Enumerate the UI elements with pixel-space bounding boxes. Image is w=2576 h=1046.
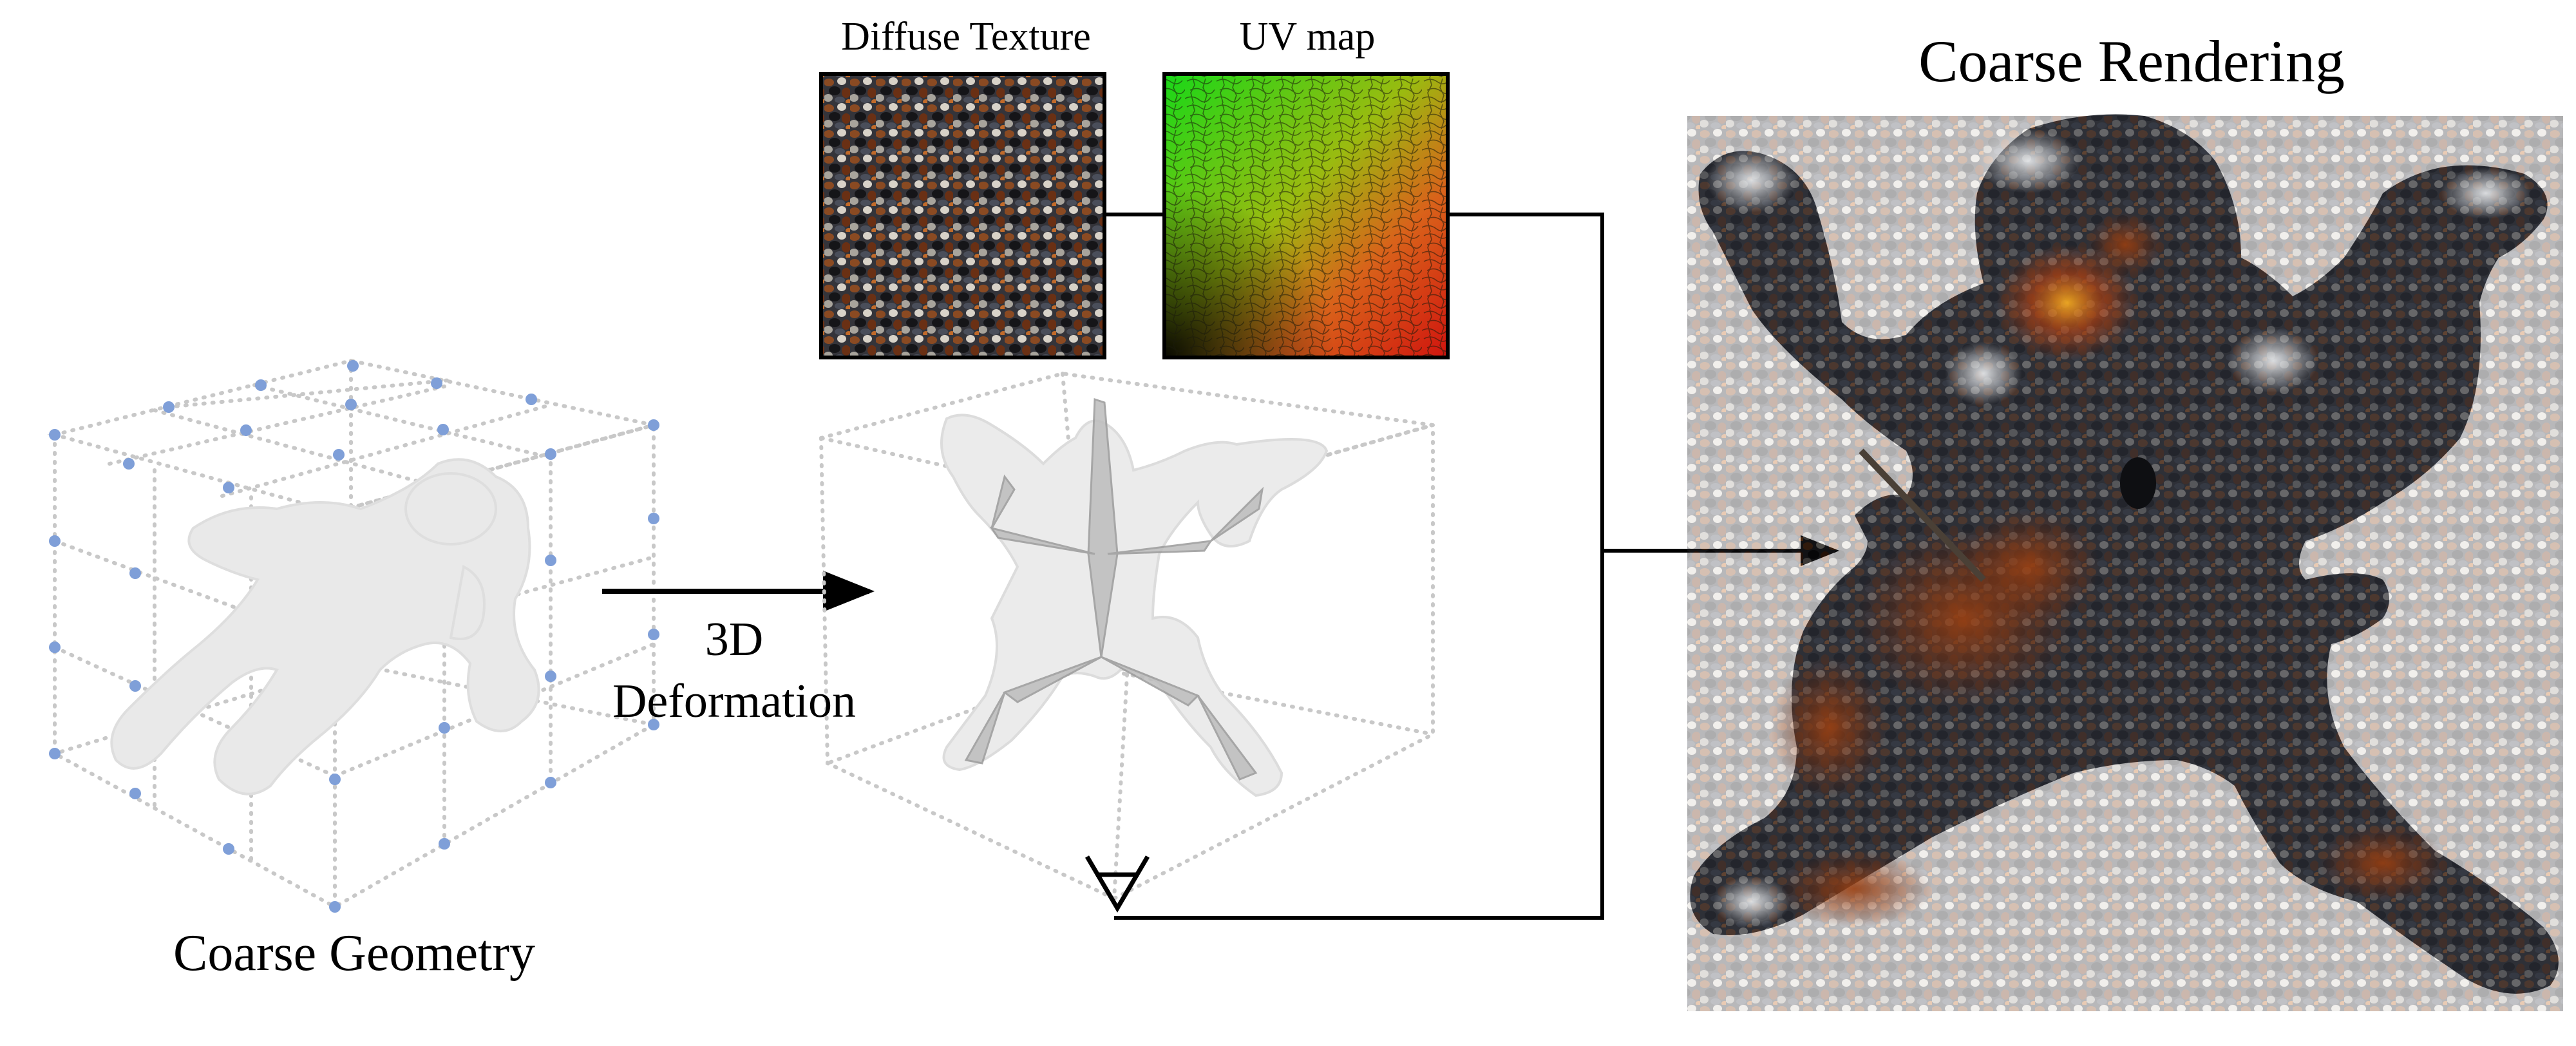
skeleton-bones [964,397,1264,781]
deformed-mesh-silhouette [940,414,1329,797]
deformation-label-line2: Deformation [612,675,857,728]
deformed-geometry-panel [819,371,1435,913]
for-all-icon [1084,855,1150,913]
coarse-rendering-image [1687,114,2563,1011]
uv-map [1162,72,1450,359]
coarse-geometry-label: Coarse Geometry [173,925,536,982]
coarse-rendering-label: Coarse Rendering [1918,28,2345,94]
coarse-geometry-panel [47,358,659,913]
deformation-label: 3D Deformation [592,609,876,732]
coarse-mesh-silhouette [110,458,540,795]
diffuse-texture-label: Diffuse Texture [841,15,1091,59]
deformation-label-line1: 3D [705,613,764,666]
diffuse-texture-map [819,72,1106,359]
uv-map-label: UV map [1239,15,1376,59]
